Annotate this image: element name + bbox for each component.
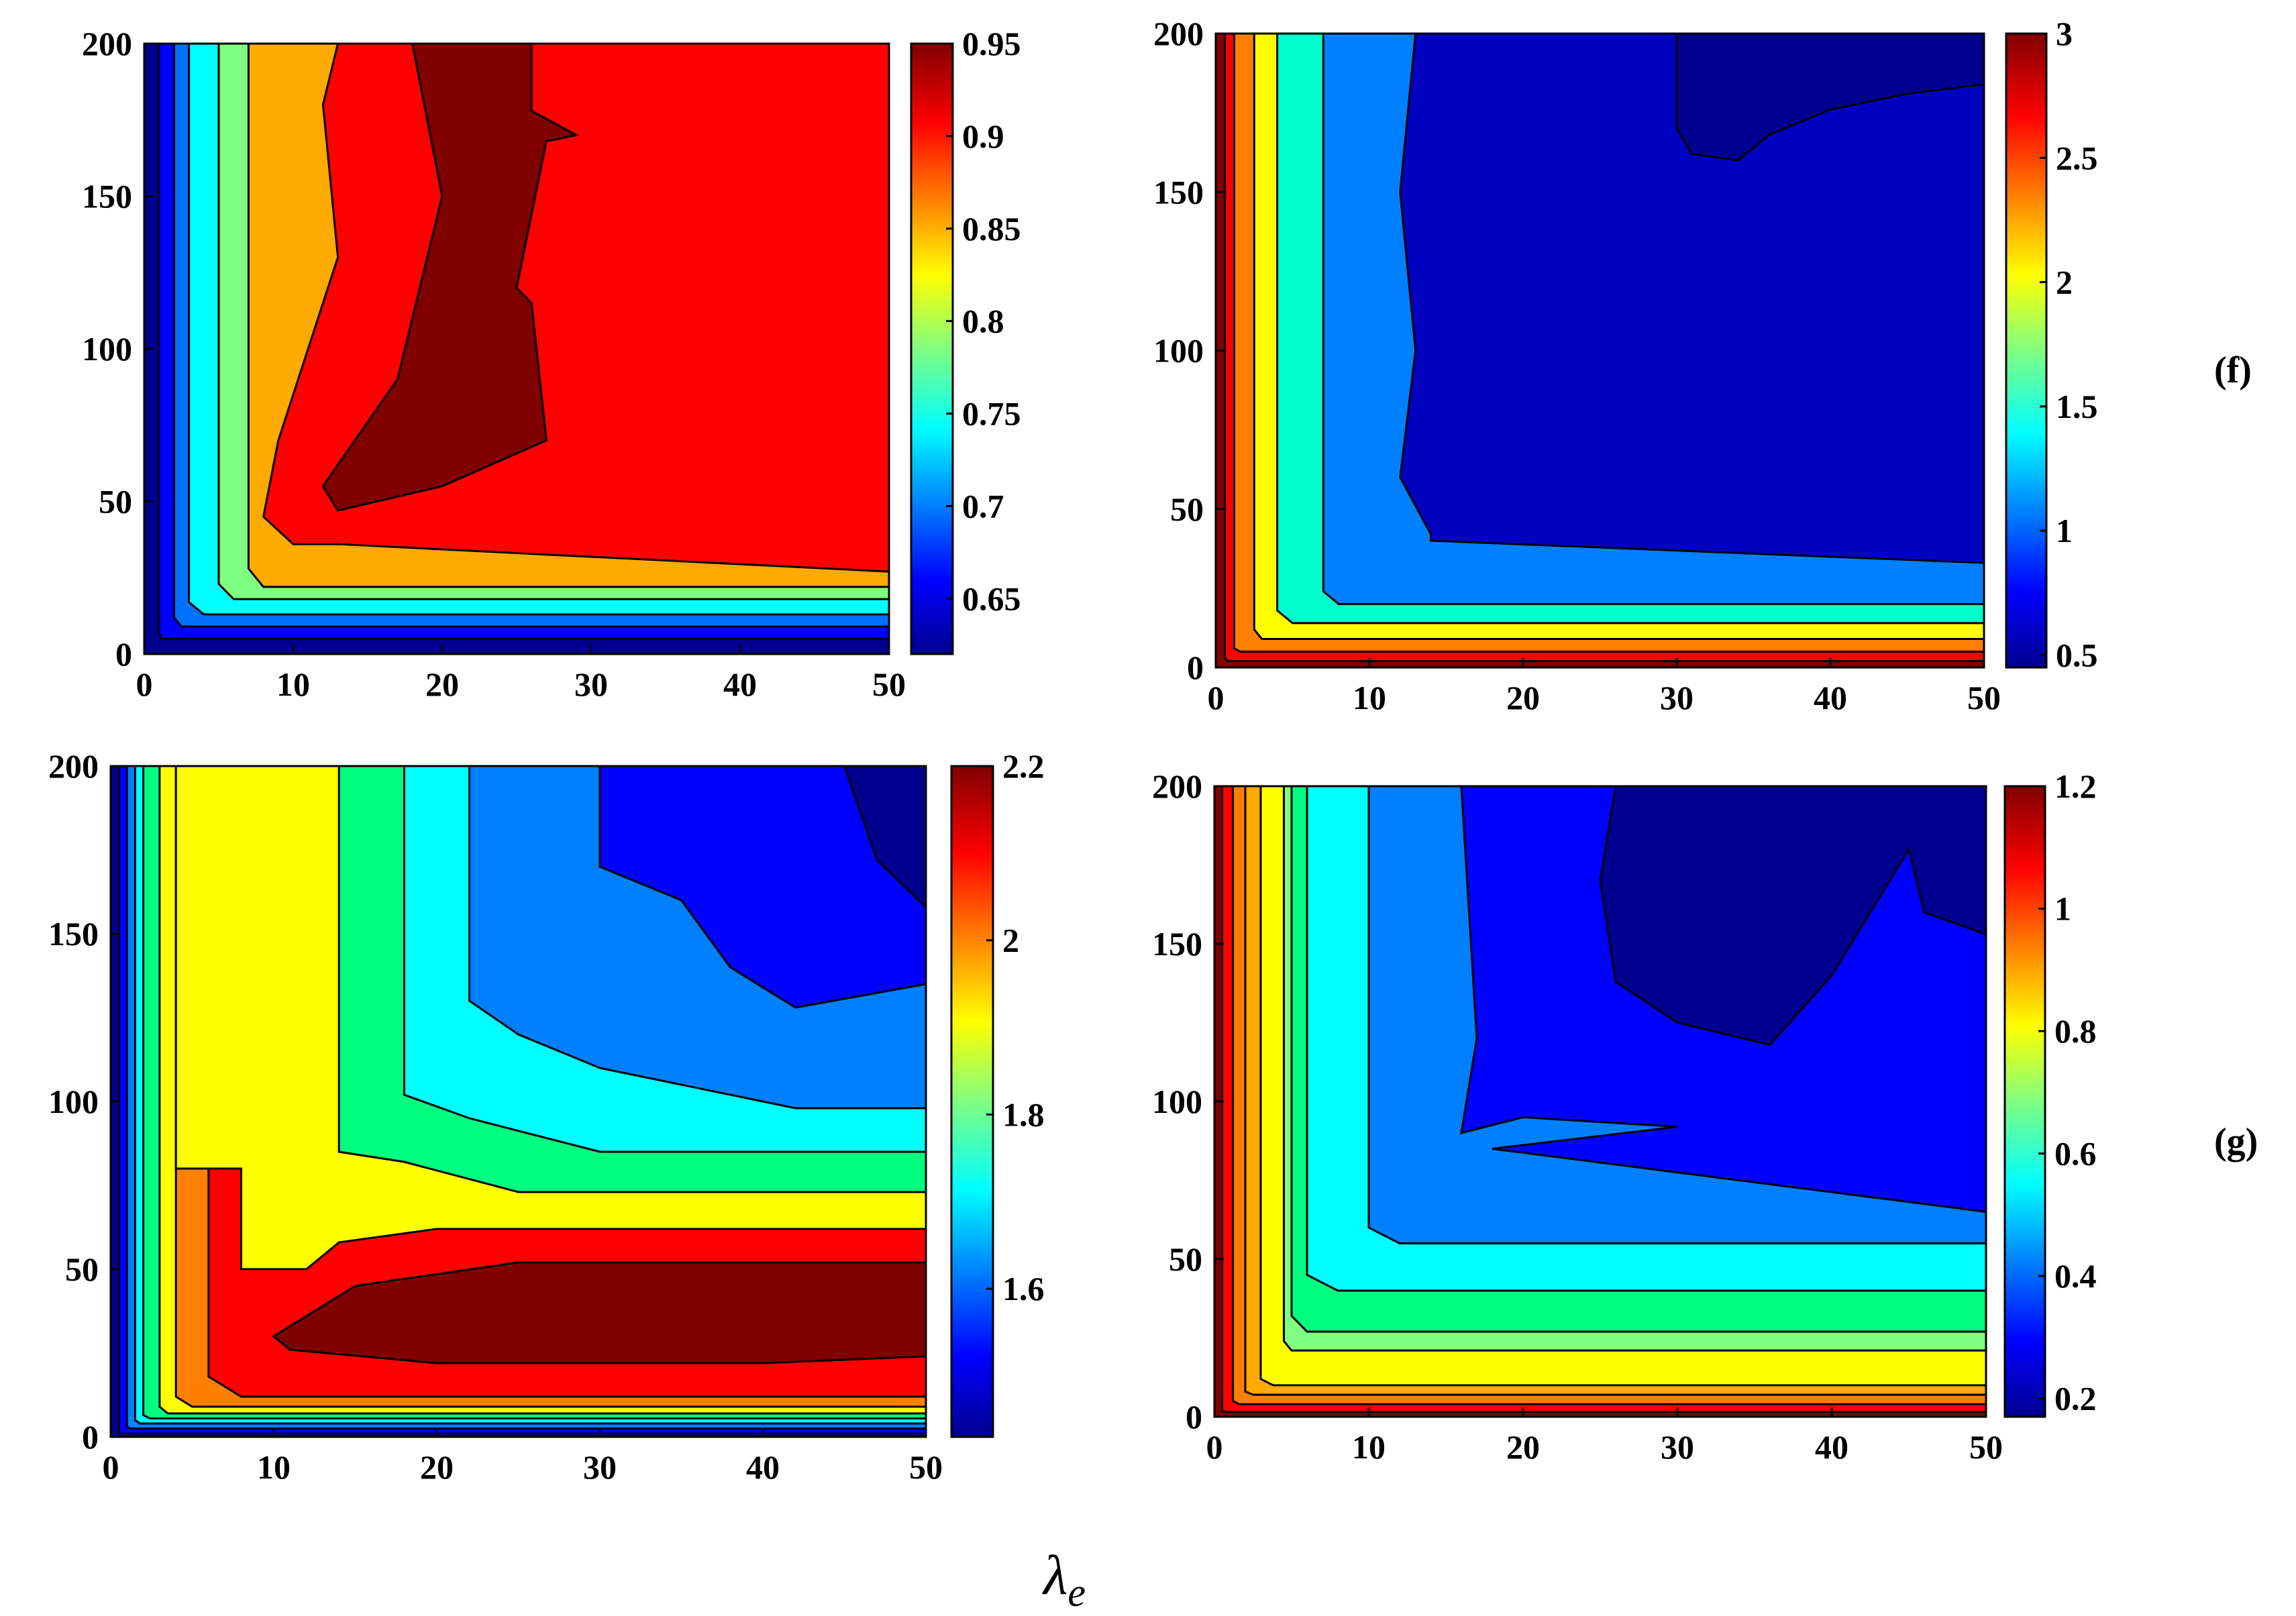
x-tick-label: 10 [276,665,310,703]
colorbar-tick-label: 0.8 [2054,1012,2097,1050]
x-tick-label: 40 [746,1448,780,1486]
colorbar-tick-label: 1.2 [2054,767,2097,805]
colorbar-tick-label: 0.9 [962,117,1004,155]
y-tick-label: 200 [1152,767,1202,805]
x-tick-label: 30 [583,1448,617,1486]
y-tick-label: 50 [99,483,132,521]
colorbar-tick-label: 1 [2054,890,2071,928]
colorbar-tick-label: 1.8 [1002,1095,1045,1133]
y-tick-label: 50 [65,1250,99,1288]
x-tick-label: 30 [1660,679,1693,716]
x-tick-label: 20 [1506,1428,1540,1466]
x-tick-label: 10 [1353,679,1386,716]
y-tick-label: 200 [48,747,99,785]
colorbar-tick-label: 1.6 [1002,1270,1045,1307]
colorbar-tick-label: 0.75 [962,395,1021,433]
panel-label-g: (g) [2214,1121,2258,1163]
y-tick-label: 50 [1170,490,1204,528]
colorbar-tick-label: 0.6 [2054,1135,2097,1173]
plot-area [1216,34,1984,667]
y-tick-label: 200 [1153,15,1204,52]
y-tick-label: 100 [48,1083,99,1120]
y-tick-label: 150 [82,178,132,215]
contour-island-top-0 [272,1261,926,1364]
y-tick-label: 100 [1153,332,1204,370]
y-tick-label: 50 [1169,1240,1202,1278]
colorbar [950,765,994,1438]
y-tick-label: 100 [82,330,132,368]
chart-bottom-left: 0 10 20 30 40 50 0 50 100 150 200 1.6 1.8 2 2.2 [48,747,1045,1486]
contour-island-10 [1599,786,1986,1046]
x-tick-label: 0 [103,1448,119,1486]
panel-label-f: (f) [2214,349,2252,391]
colorbar-tick-label: 0.2 [2054,1380,2097,1417]
colorbar-tick-label: 0.4 [2054,1257,2097,1295]
colorbar-tick-label: 0.95 [962,25,1021,62]
contour-upper-region-5 [843,766,926,909]
x-tick-label: 30 [574,665,608,703]
contour-band-6 [1399,34,1984,564]
x-tick-label: 50 [1969,1428,2003,1466]
x-tick-label: 0 [1206,1428,1223,1466]
colorbar-tick-label: 0.7 [962,487,1004,525]
x-tick-label: 40 [1815,1428,1848,1466]
x-tick-label: 0 [1208,679,1224,716]
x-axis-subscript: e [1067,1570,1086,1615]
shared-x-axis-label: λe [1043,1543,1086,1616]
contour-upper-region-4 [598,766,926,1009]
y-tick-label: 150 [1153,173,1204,211]
x-tick-label: 20 [1506,679,1540,716]
plot-area [111,766,926,1437]
colorbar-tick-label: 2 [2056,264,2073,301]
x-tick-label: 20 [425,665,459,703]
y-tick-label: 150 [1152,925,1202,963]
colorbar-tick-label: 1 [2056,512,2073,549]
x-tick-label: 50 [1967,679,2001,716]
colorbar [910,42,954,655]
x-tick-label: 10 [1352,1428,1386,1466]
chart-top-right: 0 10 20 30 40 50 0 50 100 150 200 0.5 1 1.5 2 2.5 3 [1153,15,2098,716]
colorbar [2005,32,2048,669]
chart-top-left: 0 10 20 30 40 50 0 50 100 150 200 0.65 0.7 0.75 0.8 0.8… [82,25,1021,703]
y-tick-label: 0 [1187,649,1204,686]
y-tick-label: 100 [1152,1083,1202,1120]
y-tick-label: 0 [1186,1398,1202,1436]
y-tick-label: 0 [82,1418,99,1456]
colorbar-tick-label: 0.8 [962,303,1004,340]
x-tick-label: 30 [1661,1428,1694,1466]
y-tick-label: 0 [115,635,132,673]
colorbar [2003,785,2046,1418]
x-axis-symbol: λ [1043,1544,1068,1607]
colorbar-tick-label: 2 [1002,922,1019,959]
colorbar-tick-label: 0.85 [962,210,1021,248]
colorbar-tick-label: 2.5 [2056,139,2098,176]
x-tick-label: 50 [872,665,906,703]
colorbar-tick-label: 0.5 [2056,636,2098,674]
colorbar-tick-label: 0.65 [962,580,1021,617]
x-tick-label: 50 [909,1448,943,1486]
plot-area [1214,786,1986,1417]
chart-bottom-right: 0 10 20 30 40 50 0 50 100 150 200 0.2 0.4 0.6 0.8 1 1.2 [1152,767,2097,1466]
plot-area [144,44,889,654]
x-tick-label: 40 [1814,679,1847,716]
colorbar-tick-label: 1.5 [2056,388,2098,425]
y-tick-label: 150 [48,915,99,953]
x-tick-label: 40 [723,665,757,703]
x-tick-label: 10 [257,1448,291,1486]
colorbar-tick-label: 2.2 [1002,747,1045,785]
contour-island-7 [321,44,580,512]
x-tick-label: 20 [420,1448,454,1486]
contour-island-7 [1675,34,1984,162]
y-tick-label: 200 [82,25,132,62]
x-tick-label: 0 [136,665,153,703]
colorbar-tick-label: 3 [2056,15,2073,52]
